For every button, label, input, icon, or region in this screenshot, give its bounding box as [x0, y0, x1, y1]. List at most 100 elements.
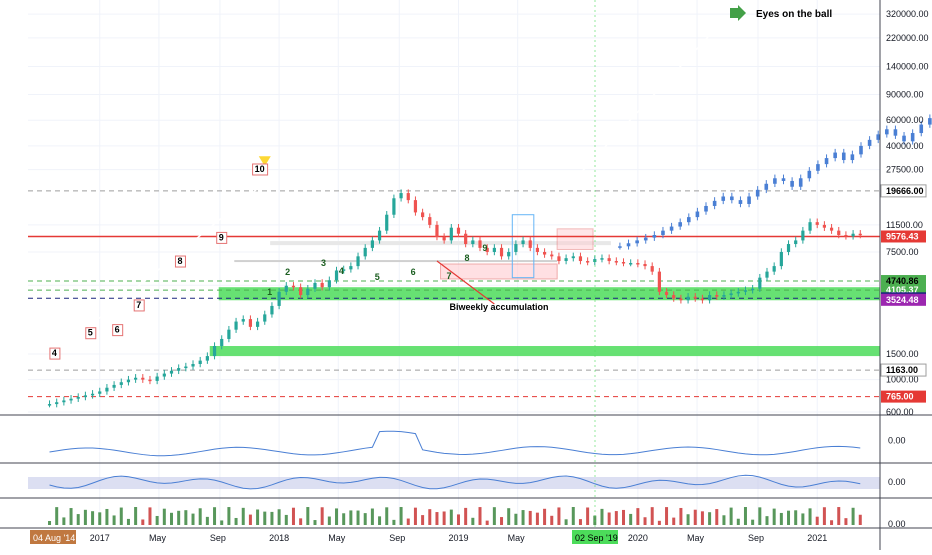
candle-body — [850, 154, 855, 161]
level-badge-label: 4105.37 — [886, 285, 919, 295]
pane-tick-label: 0.00 — [888, 436, 906, 446]
candle-body — [743, 290, 748, 292]
candle-body — [695, 211, 700, 218]
candle-body — [600, 258, 604, 260]
price-tick-label: 220000.00 — [886, 33, 929, 43]
candle-body — [342, 269, 346, 271]
price-tick-label: 320000.00 — [886, 9, 929, 19]
candle-body — [277, 291, 281, 306]
volume-bar — [227, 507, 231, 525]
candle-body — [643, 237, 648, 241]
time-tick-label: May — [328, 533, 346, 543]
volume-bar — [119, 507, 123, 525]
wave-count-label: 10 — [255, 164, 265, 174]
candle-body — [708, 295, 712, 301]
volume-bar — [657, 520, 661, 525]
red-zone — [556, 228, 594, 250]
candle-body — [764, 183, 769, 190]
wave-count-label: 2 — [285, 267, 290, 277]
volume-bar — [700, 511, 704, 525]
candle-body — [105, 387, 109, 392]
price-tick-label: 27500.00 — [886, 165, 924, 175]
candle-body — [98, 391, 102, 394]
candle-body — [284, 285, 288, 292]
candle-body — [112, 384, 116, 388]
candle-body — [626, 243, 631, 247]
price-tick-label: 90000.00 — [886, 90, 924, 100]
volume-bar — [327, 516, 331, 525]
candle-body — [636, 263, 640, 265]
volume-bar — [758, 507, 762, 525]
candle-body — [837, 230, 841, 236]
candle-body — [808, 222, 812, 231]
level-badge-label: 3524.48 — [886, 295, 919, 305]
price-tick-label: 1000.00 — [886, 375, 919, 385]
candle-body — [377, 230, 382, 241]
volume-bar — [155, 515, 159, 525]
candle-body — [798, 178, 803, 187]
time-tick-label: 2019 — [448, 533, 468, 543]
candle-body — [779, 251, 783, 267]
volume-bar — [76, 514, 80, 525]
volume-bar — [578, 519, 582, 525]
candle-body — [499, 247, 504, 257]
volume-bar — [406, 518, 410, 525]
candle-body — [119, 382, 123, 385]
time-start-badge — [30, 530, 76, 544]
wave-count-label: 7 — [447, 271, 452, 281]
candle-body — [299, 287, 303, 296]
candle-body — [162, 373, 166, 377]
time-start-label: 04 Aug '14 — [33, 533, 75, 543]
price-tick-label: 11500.00 — [886, 220, 923, 230]
volume-bar — [370, 508, 374, 525]
time-tick-label: 2020 — [628, 533, 648, 543]
volume-bar — [442, 511, 446, 525]
volume-bar — [643, 517, 647, 525]
candle-body — [141, 377, 145, 380]
volume-bar — [858, 514, 862, 525]
volume-bar — [213, 507, 217, 525]
candle-body — [169, 370, 174, 374]
candle-body — [686, 296, 690, 301]
candle-body — [76, 397, 80, 399]
candle-body — [586, 261, 590, 263]
candle-body — [471, 240, 475, 245]
wave-count-box — [49, 347, 61, 360]
price-tick-label: 40000.00 — [886, 141, 924, 151]
wave-count-label: 3 — [321, 258, 326, 268]
time-cursor-label: 02 Sep '19 — [575, 533, 618, 543]
volume-bar — [571, 507, 575, 525]
level-badge — [881, 390, 926, 403]
pane-tick-label: 0.00 — [888, 519, 906, 529]
level-badge — [881, 230, 926, 243]
drawings: Eyes on the ball Biweekly accumulation — [27, 5, 832, 378]
wave-count-label: 1 — [267, 287, 272, 297]
volume-bar — [169, 512, 173, 525]
volume-bar — [801, 513, 805, 525]
volume-bar — [708, 512, 712, 525]
support-zone — [209, 346, 880, 357]
candle-body — [773, 178, 777, 184]
volume-bar — [729, 507, 733, 525]
volume-bar — [679, 507, 683, 525]
resistance-band — [270, 241, 611, 246]
trend-line — [538, 15, 729, 218]
time-cursor-badge — [572, 530, 618, 544]
candle-body — [550, 254, 554, 257]
volume-bar — [665, 507, 669, 525]
volume-bar — [686, 514, 690, 525]
volume-bar — [722, 515, 726, 525]
candle-body — [507, 251, 511, 257]
candle-body — [928, 118, 932, 125]
wave-count-label: 4 — [339, 266, 344, 276]
level-badge — [881, 293, 926, 306]
volume-bar — [471, 517, 475, 525]
volume-bar — [715, 509, 719, 525]
volume-bar — [91, 511, 95, 525]
volume-bar — [586, 507, 590, 525]
volume-bar — [277, 509, 281, 525]
volume-bar — [291, 507, 295, 525]
volume-bar — [335, 508, 339, 525]
